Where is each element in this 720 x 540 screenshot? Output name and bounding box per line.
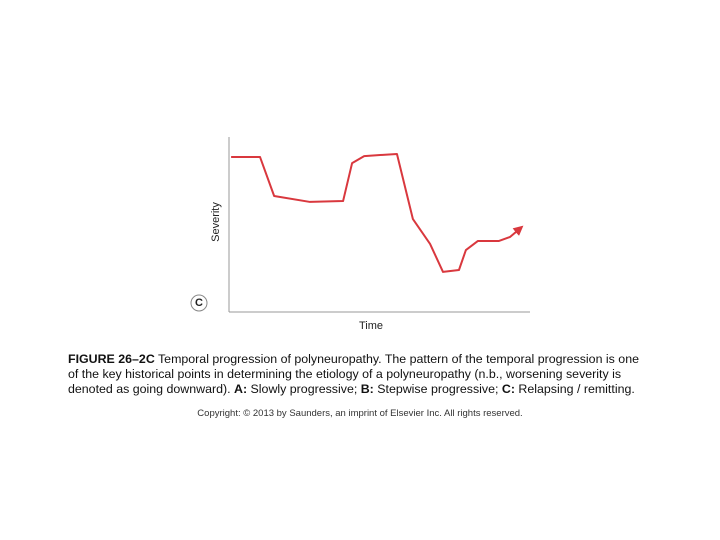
series-line — [231, 152, 524, 273]
caption: FIGURE 26–2C Temporal progression of pol… — [68, 352, 648, 397]
y-axis-label: Severity — [210, 202, 222, 242]
caption-part: Slowly progressive; — [247, 382, 361, 396]
caption-part: FIGURE 26–2C — [68, 352, 155, 366]
caption-part: B: — [360, 382, 374, 396]
caption-part: A: — [234, 382, 248, 396]
caption-part: C: — [501, 382, 515, 396]
caption-part: Relapsing / remitting. — [514, 382, 635, 396]
panel-badge — [190, 294, 208, 312]
x-axis-label: Time — [359, 320, 383, 332]
chart: Severity Time C — [190, 137, 530, 332]
copyright: Copyright: © 2013 by Saunders, an imprin… — [197, 408, 523, 419]
panel-label: C — [195, 297, 203, 309]
caption-part: Stepwise progressive; — [373, 382, 502, 396]
caption-part: Temporal progression of polyneuropathy. … — [68, 352, 639, 396]
